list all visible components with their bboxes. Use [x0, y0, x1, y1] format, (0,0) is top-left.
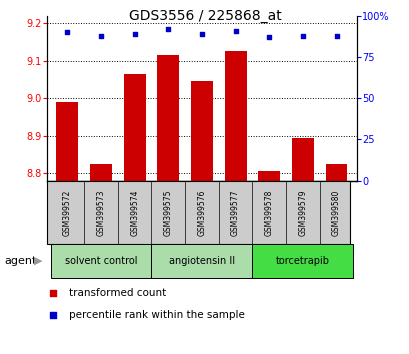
FancyBboxPatch shape: [47, 181, 349, 244]
Point: [50, 291, 56, 296]
FancyBboxPatch shape: [252, 244, 353, 278]
Point: [333, 33, 339, 39]
Bar: [124, 74, 145, 181]
Text: GSM399575: GSM399575: [163, 189, 172, 236]
Text: torcetrapib: torcetrapib: [275, 256, 329, 266]
Text: GSM399572: GSM399572: [63, 189, 72, 236]
Bar: [157, 55, 179, 181]
Text: GSM399574: GSM399574: [130, 189, 139, 236]
Point: [232, 28, 238, 34]
Point: [198, 31, 205, 37]
Text: angiotensin II: angiotensin II: [169, 256, 234, 266]
FancyBboxPatch shape: [50, 244, 151, 278]
Bar: [291, 137, 313, 181]
FancyBboxPatch shape: [151, 244, 252, 278]
Bar: [325, 164, 346, 181]
Text: agent: agent: [4, 256, 36, 266]
Bar: [56, 102, 78, 181]
Text: transformed count: transformed count: [69, 288, 166, 298]
Text: GSM399579: GSM399579: [298, 189, 307, 236]
Point: [131, 31, 137, 37]
Point: [97, 33, 104, 39]
Text: solvent control: solvent control: [65, 256, 137, 266]
Point: [64, 29, 70, 35]
Text: percentile rank within the sample: percentile rank within the sample: [69, 310, 244, 320]
Point: [164, 26, 171, 32]
Bar: [258, 171, 279, 181]
Text: ▶: ▶: [34, 256, 43, 266]
Bar: [90, 164, 112, 181]
Text: GSM399580: GSM399580: [331, 189, 340, 236]
Text: GSM399577: GSM399577: [231, 189, 240, 236]
Text: GSM399573: GSM399573: [96, 189, 105, 236]
Bar: [224, 51, 246, 181]
Text: GSM399578: GSM399578: [264, 189, 273, 236]
Point: [265, 34, 272, 40]
Text: GSM399576: GSM399576: [197, 189, 206, 236]
Text: GDS3556 / 225868_at: GDS3556 / 225868_at: [128, 9, 281, 23]
Point: [50, 313, 56, 318]
Point: [299, 33, 306, 39]
Bar: [191, 81, 212, 181]
